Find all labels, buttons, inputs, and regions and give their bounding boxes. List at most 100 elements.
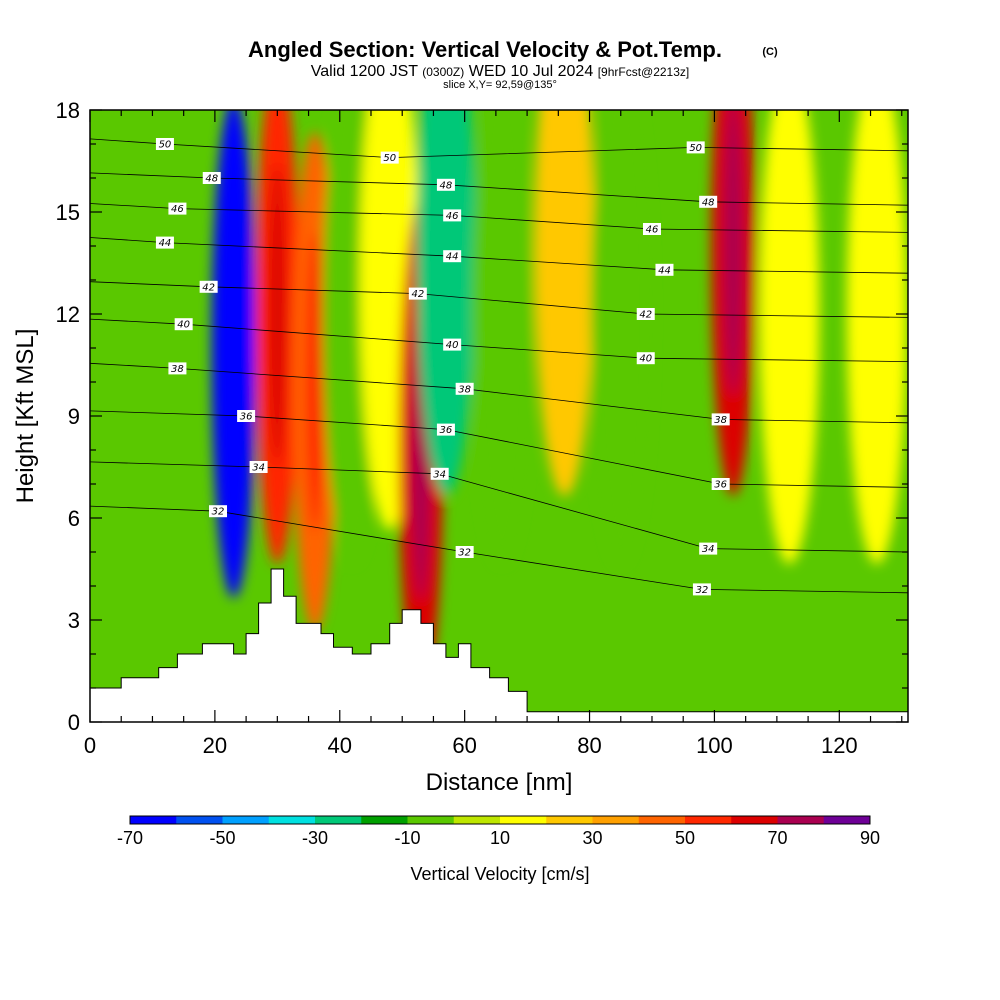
y-tick-label: 18 <box>56 98 80 123</box>
isentrope-label: 32 <box>458 548 471 559</box>
colorbar-swatch <box>315 816 362 824</box>
colorbar-swatch <box>777 816 825 824</box>
isentrope-label-box <box>455 546 474 558</box>
y-tick-label: 15 <box>56 200 80 225</box>
colorbar-swatch <box>176 816 223 824</box>
isentrope-label-group: 40 <box>443 338 462 351</box>
colorbar-swatch <box>638 816 686 824</box>
x-tick-label: 80 <box>577 733 601 758</box>
isentrope-label-box <box>655 263 674 276</box>
isentrope-label: 36 <box>240 412 253 423</box>
subtitle-date: WED 10 Jul 2024 <box>469 63 594 80</box>
isentrope-label-box <box>711 413 730 426</box>
y-tick-label: 9 <box>68 404 80 429</box>
x-tick-label: 60 <box>452 733 476 758</box>
x-tick-label: 0 <box>84 733 96 758</box>
velocity-cell <box>846 110 907 564</box>
isentrope-label-group: 44 <box>443 250 462 263</box>
colorbar-swatch <box>268 816 316 824</box>
isentrope-label-box <box>636 308 655 320</box>
isentrope-label-box <box>642 223 661 235</box>
subtitle-forecast: [9hrFcst@2213z] <box>598 65 690 79</box>
isentrope-label-group: 42 <box>408 287 427 300</box>
colorbar-tick-label: -30 <box>302 828 328 848</box>
isentrope-label-box <box>199 280 218 293</box>
isentrope-label: 42 <box>202 282 215 293</box>
isentrope-label: 46 <box>646 225 659 236</box>
isentrope-label-box <box>209 505 228 518</box>
isentrope-label: 46 <box>446 211 459 222</box>
isentrope-label: 46 <box>171 204 184 215</box>
isentrope-label: 32 <box>212 507 225 518</box>
x-tick-label: 120 <box>821 733 858 758</box>
isentrope-label-box <box>436 178 455 191</box>
colorbar-swatch <box>453 816 501 824</box>
isentrope-label-group: 44 <box>155 236 174 249</box>
x-axis: 0 20 40 60 80 100 120 <box>84 110 903 758</box>
isentrope-labels: 50 50 50 48 48 48 46 46 46 44 44 44 42 42 42 40 40 40 38 38… <box>155 138 730 596</box>
isentrope-label-group: 38 <box>168 362 187 375</box>
colorbar-tick-label: 10 <box>490 828 510 848</box>
colorbar-tick-label: 30 <box>582 828 602 848</box>
isentrope-label: 34 <box>252 463 265 474</box>
colorbar-tick-label: 90 <box>860 828 880 848</box>
colorbar: -70 -50 -30 -10 10 30 50 70 90 <box>117 815 880 848</box>
isentrope-label-box <box>443 250 462 263</box>
colorbar-swatch <box>361 816 408 824</box>
isentrope-label-group: 40 <box>174 318 193 331</box>
x-tick-label: 100 <box>696 733 733 758</box>
slice-info: slice X,Y= 92,59@135° <box>443 79 557 91</box>
isentrope-label-box <box>408 287 427 300</box>
isentrope-label-group: 36 <box>436 423 455 436</box>
isentrope-label: 48 <box>702 197 715 208</box>
isentrope-label: 38 <box>714 415 727 426</box>
isentrope-label: 48 <box>205 174 218 185</box>
terrain-mask <box>90 568 908 722</box>
isentrope-label-group: 34 <box>430 467 449 480</box>
colorbar-swatch <box>823 816 871 824</box>
isentrope-label: 34 <box>702 544 715 555</box>
isentrope-label-group: 32 <box>209 505 228 518</box>
colorbar-swatch <box>222 816 270 824</box>
isentrope-label-box <box>168 202 187 215</box>
isentrope-label: 44 <box>658 265 671 276</box>
isentrope-label-group: 42 <box>636 308 655 321</box>
isentrope-label-box <box>249 461 268 473</box>
isentrope-label: 40 <box>177 320 190 331</box>
isentrope-label-group: 48 <box>202 172 221 185</box>
x-axis-label: Distance [nm] <box>426 769 573 796</box>
isentrope-label-box <box>155 138 174 150</box>
chart-title-suffix: (C) <box>762 46 778 58</box>
y-tick-label: 12 <box>56 302 80 327</box>
isentrope-label-box <box>443 338 462 351</box>
isentrope-label-box <box>202 172 221 184</box>
isentrope-label-box <box>686 141 705 154</box>
isentrope-label-group: 50 <box>155 138 174 151</box>
isentrope-label-group: 44 <box>655 263 674 276</box>
isentrope-label-box <box>711 478 730 490</box>
velocity-core <box>224 198 243 498</box>
isentrope-label: 42 <box>411 289 424 300</box>
plot-area: 50 50 50 48 48 48 46 46 46 44 44 44 42 42 42 40 40 40 38 38… <box>90 110 908 722</box>
colorbar-frame <box>129 815 871 825</box>
isentrope-label: 40 <box>446 340 459 351</box>
y-tick-label: 6 <box>68 506 80 531</box>
isentrope-label-group: 46 <box>642 223 661 236</box>
isentrope-label-box <box>699 542 718 555</box>
isentrope-label-group: 36 <box>711 478 730 491</box>
isentrope-label-group: 34 <box>249 461 268 474</box>
isentrope-label-box <box>174 318 193 331</box>
isentrope-label-group: 42 <box>199 280 218 293</box>
subtitle-utc: (0300Z) <box>422 65 464 79</box>
x-tick-label: 20 <box>203 733 227 758</box>
velocity-core <box>268 164 287 464</box>
isentrope-label: 36 <box>440 425 453 436</box>
y-tick-label: 3 <box>68 608 80 633</box>
isentrope-label-box <box>168 362 187 375</box>
colorbar-swatch <box>407 816 455 824</box>
chart-subtitle: Valid 1200 JST (0300Z) WED 10 Jul 2024 [… <box>311 63 690 80</box>
isentrope-label-box <box>237 410 256 422</box>
isentrope-label-group: 36 <box>237 410 256 423</box>
isentrope-label-group: 48 <box>436 178 455 191</box>
